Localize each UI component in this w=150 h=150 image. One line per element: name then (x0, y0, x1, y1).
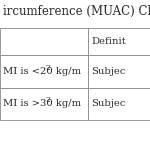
Text: MI is <20 kg/m: MI is <20 kg/m (3, 67, 81, 76)
Bar (88, 28, 150, 55)
Bar (88, 88, 150, 120)
Text: Subjec: Subjec (91, 99, 126, 108)
Text: ircumference (MUAC) Cla: ircumference (MUAC) Cla (3, 4, 150, 18)
Bar (0, 28, 88, 55)
Text: Subjec: Subjec (91, 67, 126, 76)
Bar (0, 88, 88, 120)
Bar (88, 55, 150, 88)
Text: 2: 2 (46, 64, 50, 72)
Text: Definit: Definit (91, 37, 126, 46)
Text: 2: 2 (46, 96, 50, 105)
Text: MI is >30 kg/m: MI is >30 kg/m (3, 99, 81, 108)
Bar (0, 55, 88, 88)
